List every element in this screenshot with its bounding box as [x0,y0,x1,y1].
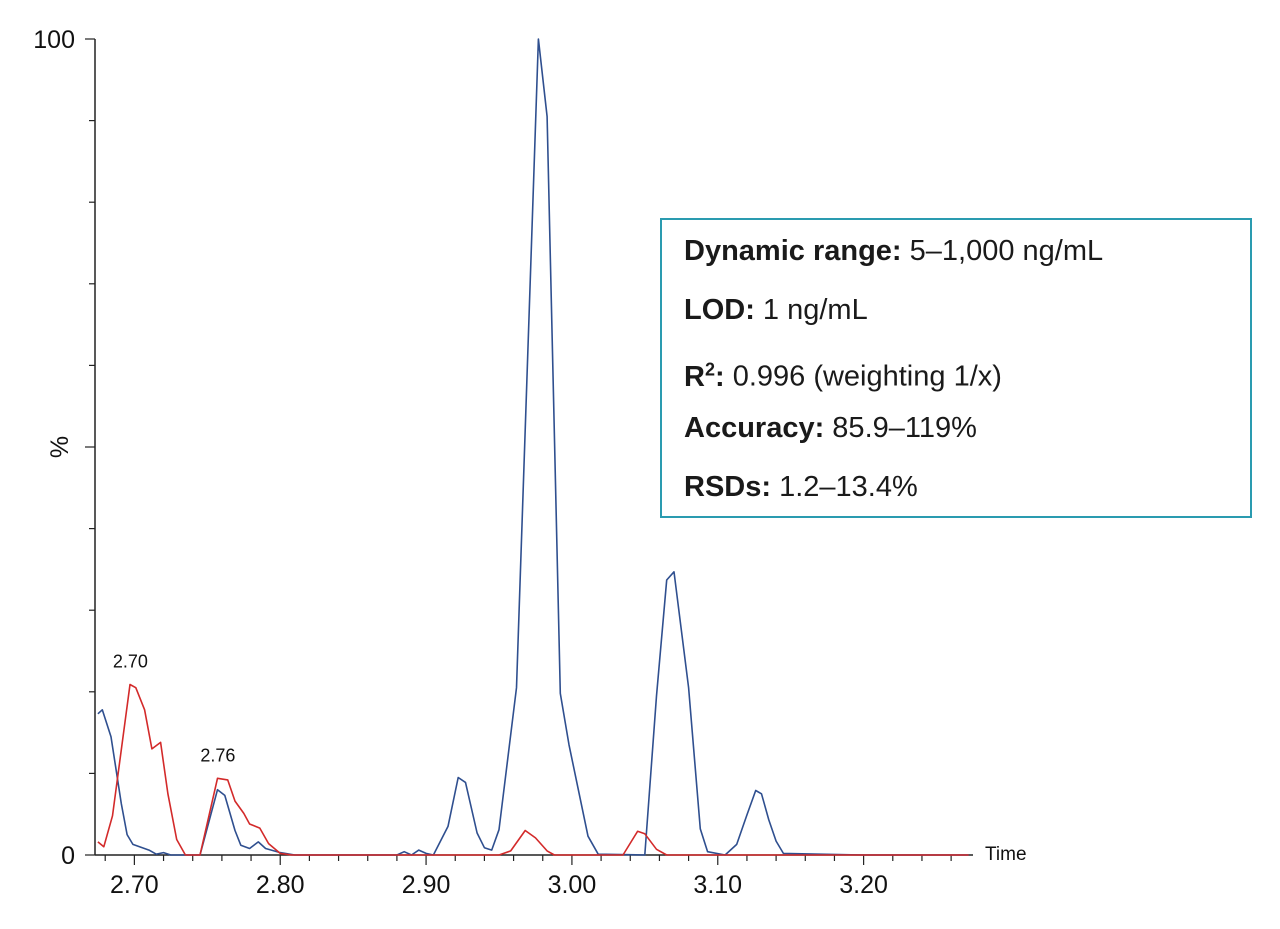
info-label: RSDs: [684,471,772,503]
info-label: Accuracy: [684,412,825,444]
info-value: 0.996 (weighting 1/x) [724,360,1002,393]
method-summary-box: Dynamic range: 5–1,000 ng/mL LOD: 1 ng/m… [660,218,1252,518]
info-value: 5–1,000 ng/mL [901,235,1104,267]
info-label-group: R2: [684,359,725,393]
chart-labels: 0 100 2.70 2.80 2.90 3.00 3.10 3.20 Time% 2.70 2.7… [33,26,1026,899]
x-tick-label: 3.10 [693,871,742,899]
info-value: 85.9–119% [824,412,977,444]
x-axis-title: Time [985,844,1027,865]
info-row-rsds: RSDs: 1.2–13.4% [684,470,1250,529]
x-tick-label: 3.00 [548,871,597,899]
info-row-dynamic-range: Dynamic range: 5–1,000 ng/mL [684,234,1250,293]
peak-annotation: 2.76 [200,745,235,765]
series-line-red [97,683,969,856]
info-row-accuracy: Accuracy: 85.9–119% [684,411,1250,470]
info-value: 1.2–13.4% [771,471,918,503]
chart-series [97,38,969,856]
x-tick-label: 2.70 [110,871,159,899]
info-row-lod: LOD: 1 ng/mL [684,293,1250,352]
x-tick-label: 3.20 [839,871,888,899]
info-row-r-squared: R2: 0.996 (weighting 1/x) [684,352,1250,411]
info-label: Dynamic range: [684,235,902,267]
info-label-superscript: 2 [704,359,715,379]
peak-annotation: 2.70 [113,651,148,671]
x-tick-label: 2.80 [256,871,305,899]
x-tick-label: 2.90 [402,871,451,899]
info-label-colon: : [714,360,725,393]
y-tick-label: 100 [33,26,75,54]
series-line-blue [97,38,969,856]
y-tick-label: 0 [61,842,75,870]
y-axis-title: % [46,436,74,458]
info-label: LOD: [684,294,755,326]
info-value: 1 ng/mL [754,294,868,326]
info-label: R [684,360,705,393]
